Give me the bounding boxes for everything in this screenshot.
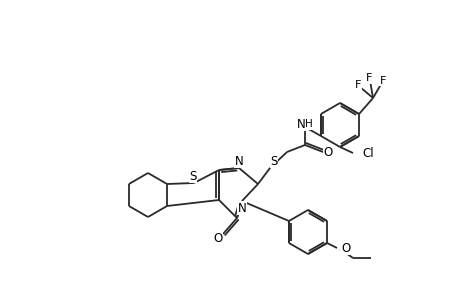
Text: S: S (270, 154, 277, 167)
Text: O: O (323, 146, 332, 158)
Text: N: N (237, 202, 246, 214)
Text: N: N (296, 118, 305, 130)
Text: O: O (213, 232, 222, 245)
Text: Cl: Cl (361, 146, 373, 160)
Text: F: F (379, 76, 386, 86)
Text: O: O (340, 242, 350, 254)
Text: N: N (234, 154, 243, 167)
Text: F: F (354, 80, 360, 90)
Text: F: F (365, 73, 372, 83)
Text: S: S (189, 169, 196, 182)
Text: H: H (304, 119, 312, 129)
